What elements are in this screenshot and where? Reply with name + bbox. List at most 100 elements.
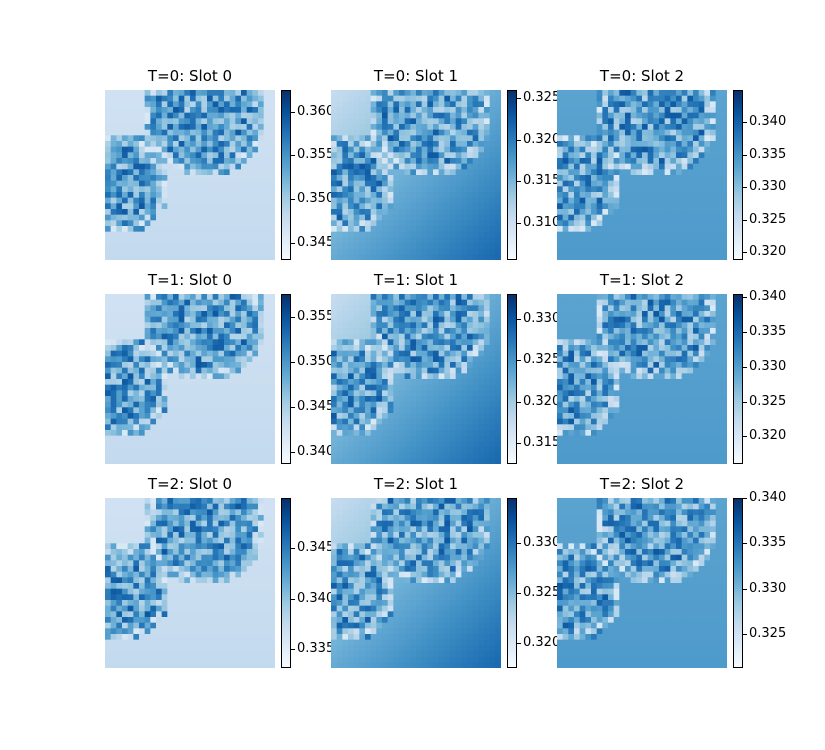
heatmap-cell bbox=[269, 424, 275, 431]
heatmap-cell bbox=[370, 458, 377, 464]
heatmap-cell bbox=[201, 299, 208, 306]
heatmap-cell bbox=[110, 424, 117, 431]
heatmap-cell bbox=[693, 350, 700, 357]
heatmap-cell bbox=[670, 231, 677, 238]
heatmap-cell bbox=[252, 322, 259, 329]
heatmap-cell bbox=[427, 90, 434, 97]
heatmap-cell bbox=[178, 373, 185, 380]
heatmap-cell bbox=[212, 350, 219, 357]
heatmap-cell bbox=[382, 107, 389, 114]
heatmap-cell bbox=[698, 220, 705, 227]
heatmap-cell bbox=[647, 192, 654, 199]
heatmap-cell bbox=[715, 248, 722, 255]
heatmap-cell bbox=[195, 311, 202, 318]
heatmap-cell bbox=[370, 231, 377, 238]
heatmap-cell bbox=[450, 254, 457, 260]
heatmap-cell bbox=[427, 248, 434, 255]
heatmap-cell bbox=[444, 379, 451, 386]
heatmap-cell bbox=[602, 214, 609, 221]
heatmap-cell bbox=[399, 401, 406, 408]
heatmap-cell bbox=[562, 101, 569, 108]
heatmap-cell bbox=[478, 243, 485, 250]
heatmap-cell bbox=[478, 333, 485, 340]
heatmap-cell bbox=[207, 135, 214, 142]
heatmap-cell bbox=[659, 299, 666, 306]
heatmap-cell bbox=[421, 186, 428, 193]
heatmap-cell bbox=[642, 350, 649, 357]
heatmap-cell bbox=[687, 226, 694, 233]
heatmap-cell bbox=[416, 141, 423, 148]
heatmap-cell bbox=[241, 135, 248, 142]
heatmap-cell bbox=[715, 163, 722, 170]
heatmap-cell bbox=[161, 339, 168, 346]
heatmap-cell bbox=[472, 390, 479, 397]
heatmap-cell bbox=[116, 333, 123, 340]
heatmap-cell bbox=[659, 112, 666, 119]
heatmap-cell bbox=[642, 186, 649, 193]
heatmap-cell bbox=[387, 248, 394, 255]
heatmap-cell bbox=[263, 220, 270, 227]
heatmap-cell bbox=[472, 424, 479, 431]
heatmap-cell bbox=[421, 333, 428, 340]
heatmap-cell bbox=[681, 237, 688, 244]
heatmap-cell bbox=[484, 452, 491, 459]
heatmap-cell bbox=[218, 175, 225, 182]
heatmap-cell bbox=[670, 107, 677, 114]
heatmap-cell bbox=[715, 220, 722, 227]
heatmap-cell bbox=[393, 316, 400, 323]
heatmap-cell bbox=[387, 299, 394, 306]
heatmap-cell bbox=[139, 197, 146, 204]
heatmap-cell bbox=[190, 390, 197, 397]
heatmap-cell bbox=[489, 107, 496, 114]
heatmap-cell bbox=[370, 248, 377, 255]
heatmap-cell bbox=[647, 248, 654, 255]
heatmap-cell bbox=[574, 226, 581, 233]
heatmap-cell bbox=[681, 254, 688, 260]
heatmap-cell bbox=[336, 254, 343, 260]
heatmap-cell bbox=[161, 435, 168, 442]
heatmap-cell bbox=[139, 118, 146, 125]
heatmap-cell bbox=[393, 226, 400, 233]
heatmap-cell bbox=[450, 214, 457, 221]
heatmap-cell bbox=[704, 254, 711, 260]
heatmap-cell bbox=[619, 175, 626, 182]
heatmap-cell bbox=[647, 124, 654, 131]
heatmap-cell bbox=[224, 401, 231, 408]
heatmap-cell bbox=[681, 186, 688, 193]
heatmap-cell bbox=[110, 186, 117, 193]
heatmap-cell bbox=[596, 124, 603, 131]
heatmap-cell bbox=[365, 243, 372, 250]
heatmap-cell bbox=[167, 447, 174, 454]
heatmap-cell bbox=[444, 390, 451, 397]
heatmap-cell bbox=[370, 243, 377, 250]
heatmap-cell bbox=[410, 367, 417, 374]
heatmap-cell bbox=[404, 379, 411, 386]
heatmap-cell bbox=[681, 311, 688, 318]
heatmap-cell bbox=[105, 175, 112, 182]
heatmap-cell bbox=[246, 441, 253, 448]
heatmap-cell bbox=[636, 112, 643, 119]
heatmap-cell bbox=[433, 305, 440, 312]
heatmap-cell bbox=[263, 413, 270, 420]
heatmap-cell bbox=[263, 197, 270, 204]
heatmap-cell bbox=[359, 163, 366, 170]
heatmap-cell bbox=[704, 367, 711, 374]
heatmap-cell bbox=[495, 441, 501, 448]
heatmap-cell bbox=[173, 418, 180, 425]
heatmap-cell bbox=[195, 294, 202, 301]
heatmap-cell bbox=[387, 316, 394, 323]
heatmap-cell bbox=[218, 441, 225, 448]
heatmap-cell bbox=[353, 367, 360, 374]
heatmap-cell bbox=[229, 220, 236, 227]
heatmap-cell bbox=[710, 197, 717, 204]
heatmap-cell bbox=[562, 311, 569, 318]
heatmap-cell bbox=[105, 192, 112, 199]
heatmap-cell bbox=[156, 447, 163, 454]
heatmap-cell bbox=[495, 384, 501, 391]
heatmap-cell bbox=[252, 345, 259, 352]
heatmap-cell bbox=[404, 209, 411, 216]
heatmap-cell bbox=[156, 458, 163, 464]
heatmap-cell bbox=[258, 197, 265, 204]
heatmap-cell bbox=[698, 175, 705, 182]
heatmap-cell bbox=[122, 112, 129, 119]
